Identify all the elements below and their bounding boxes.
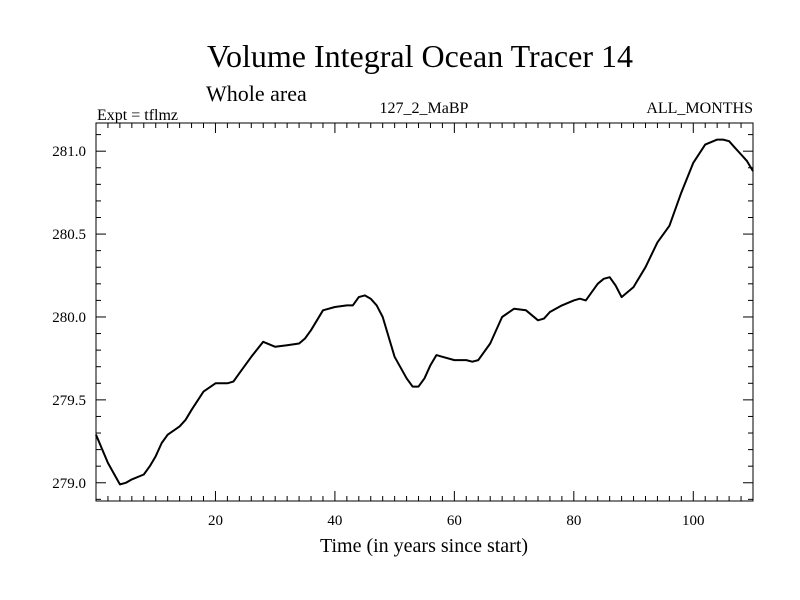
y-tick-label: 280.5 <box>52 227 86 243</box>
series-line <box>95 138 754 486</box>
x-tick-label: 60 <box>447 513 462 529</box>
chart-title: Volume Integral Ocean Tracer 14 <box>207 38 633 74</box>
x-tick-label: 40 <box>327 513 342 529</box>
x-tick-label: 100 <box>682 513 705 529</box>
x-tick-label: 20 <box>208 513 223 529</box>
y-tick-label: 279.0 <box>52 476 86 492</box>
y-tick-label: 279.5 <box>52 393 86 409</box>
x-axis-label: Time (in years since start) <box>320 535 528 557</box>
expt-label: Expt = tflmz <box>97 107 178 124</box>
axis-ticks: 20 40 60 80 100 279.0 279.5 280.0 280.5 281.0 <box>52 123 753 529</box>
y-tick-label: 281.0 <box>52 144 86 160</box>
plot-frame <box>95 122 754 502</box>
chart-subtitle: Whole area <box>206 81 307 106</box>
x-tick-label: 80 <box>566 513 581 529</box>
y-tick-label: 280.0 <box>52 310 86 326</box>
period-label: ALL_MONTHS <box>646 100 753 117</box>
run-label: 127_2_MaBP <box>380 100 469 117</box>
